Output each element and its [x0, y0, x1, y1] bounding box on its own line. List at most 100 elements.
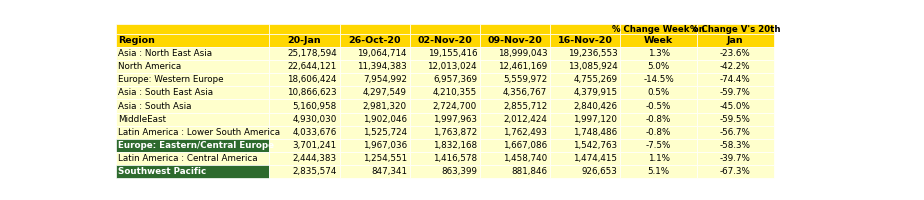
Text: 1,254,551: 1,254,551	[363, 154, 407, 163]
Bar	[116, 113, 270, 126]
Bar	[697, 24, 773, 34]
Bar	[410, 126, 480, 139]
Bar	[480, 86, 550, 99]
Bar	[340, 139, 410, 152]
Bar	[550, 60, 620, 73]
Bar	[620, 113, 697, 126]
Bar	[410, 73, 480, 86]
Bar	[270, 60, 340, 73]
Text: 2,724,700: 2,724,700	[432, 102, 477, 111]
Bar	[116, 86, 270, 99]
Text: 22,644,121: 22,644,121	[287, 62, 336, 71]
Bar	[270, 152, 340, 165]
Bar	[550, 126, 620, 139]
Text: 1,902,046: 1,902,046	[363, 115, 407, 124]
Bar	[340, 126, 410, 139]
Text: 0.5%: 0.5%	[648, 88, 670, 97]
Bar	[116, 47, 270, 60]
Text: -58.3%: -58.3%	[720, 141, 751, 150]
Text: 1,525,724: 1,525,724	[363, 128, 407, 137]
Text: 12,013,024: 12,013,024	[428, 62, 477, 71]
Bar	[410, 60, 480, 73]
Bar	[116, 165, 270, 178]
Text: -42.2%: -42.2%	[720, 62, 750, 71]
Text: 1,763,872: 1,763,872	[432, 128, 477, 137]
Text: -56.7%: -56.7%	[720, 128, 750, 137]
Text: -7.5%: -7.5%	[646, 141, 672, 150]
Bar	[340, 60, 410, 73]
Bar	[480, 73, 550, 86]
Text: 3,701,241: 3,701,241	[293, 141, 336, 150]
Text: Europe: Eastern/Central Europe: Europe: Eastern/Central Europe	[118, 141, 274, 150]
Bar	[620, 99, 697, 113]
Text: 12,461,169: 12,461,169	[498, 62, 547, 71]
Bar	[620, 165, 697, 178]
Bar	[340, 99, 410, 113]
Bar	[270, 24, 340, 34]
Bar	[697, 139, 773, 152]
Text: 926,653: 926,653	[581, 167, 617, 176]
Text: 16-Nov-20: 16-Nov-20	[558, 36, 613, 45]
Bar	[550, 165, 620, 178]
Bar	[480, 24, 550, 34]
Bar	[620, 152, 697, 165]
Bar	[550, 139, 620, 152]
Text: Week: Week	[644, 36, 674, 45]
Bar	[116, 139, 270, 152]
Bar	[340, 34, 410, 47]
Bar	[116, 24, 270, 34]
Bar	[550, 34, 620, 47]
Bar	[620, 73, 697, 86]
Bar	[116, 99, 270, 113]
Bar	[410, 99, 480, 113]
Bar	[340, 113, 410, 126]
Text: 1,474,415: 1,474,415	[574, 154, 617, 163]
Bar	[550, 99, 620, 113]
Text: 881,846: 881,846	[511, 167, 547, 176]
Bar	[697, 126, 773, 139]
Bar	[410, 86, 480, 99]
Text: 4,210,355: 4,210,355	[432, 88, 477, 97]
Text: 13,085,924: 13,085,924	[567, 62, 617, 71]
Bar	[480, 139, 550, 152]
Bar	[697, 60, 773, 73]
Text: 1,458,740: 1,458,740	[503, 154, 547, 163]
Text: 1,762,493: 1,762,493	[504, 128, 547, 137]
Text: 6,957,369: 6,957,369	[433, 75, 477, 84]
Bar	[550, 47, 620, 60]
Bar	[340, 47, 410, 60]
Text: -39.7%: -39.7%	[720, 154, 750, 163]
Bar	[116, 60, 270, 73]
Bar	[270, 165, 340, 178]
Bar	[340, 73, 410, 86]
Bar	[620, 47, 697, 60]
Text: 1.3%: 1.3%	[648, 49, 670, 58]
Text: Latin America : Lower South America: Latin America : Lower South America	[118, 128, 281, 137]
Bar	[116, 126, 270, 139]
Text: 09-Nov-20: 09-Nov-20	[488, 36, 542, 45]
Bar	[270, 86, 340, 99]
Text: 4,930,030: 4,930,030	[292, 115, 336, 124]
Text: 7,954,992: 7,954,992	[363, 75, 407, 84]
Bar	[697, 86, 773, 99]
Text: % Change V's 20th: % Change V's 20th	[690, 25, 781, 34]
Text: 11,394,383: 11,394,383	[358, 62, 407, 71]
Bar	[480, 152, 550, 165]
Bar	[550, 24, 620, 34]
Text: 2,855,712: 2,855,712	[503, 102, 547, 111]
Bar	[410, 24, 480, 34]
Text: -0.5%: -0.5%	[646, 102, 672, 111]
Text: 847,341: 847,341	[371, 167, 407, 176]
Text: % Change Week on: % Change Week on	[613, 25, 705, 34]
Bar	[480, 126, 550, 139]
Text: Southwest Pacific: Southwest Pacific	[118, 167, 207, 176]
Bar	[697, 152, 773, 165]
Text: -59.7%: -59.7%	[720, 88, 750, 97]
Text: 19,064,714: 19,064,714	[358, 49, 407, 58]
Text: -0.8%: -0.8%	[646, 115, 672, 124]
Text: 2,012,424: 2,012,424	[504, 115, 547, 124]
Bar	[550, 113, 620, 126]
Text: Asia : North East Asia: Asia : North East Asia	[118, 49, 213, 58]
Text: -14.5%: -14.5%	[643, 75, 674, 84]
Text: Latin America : Central America: Latin America : Central America	[118, 154, 258, 163]
